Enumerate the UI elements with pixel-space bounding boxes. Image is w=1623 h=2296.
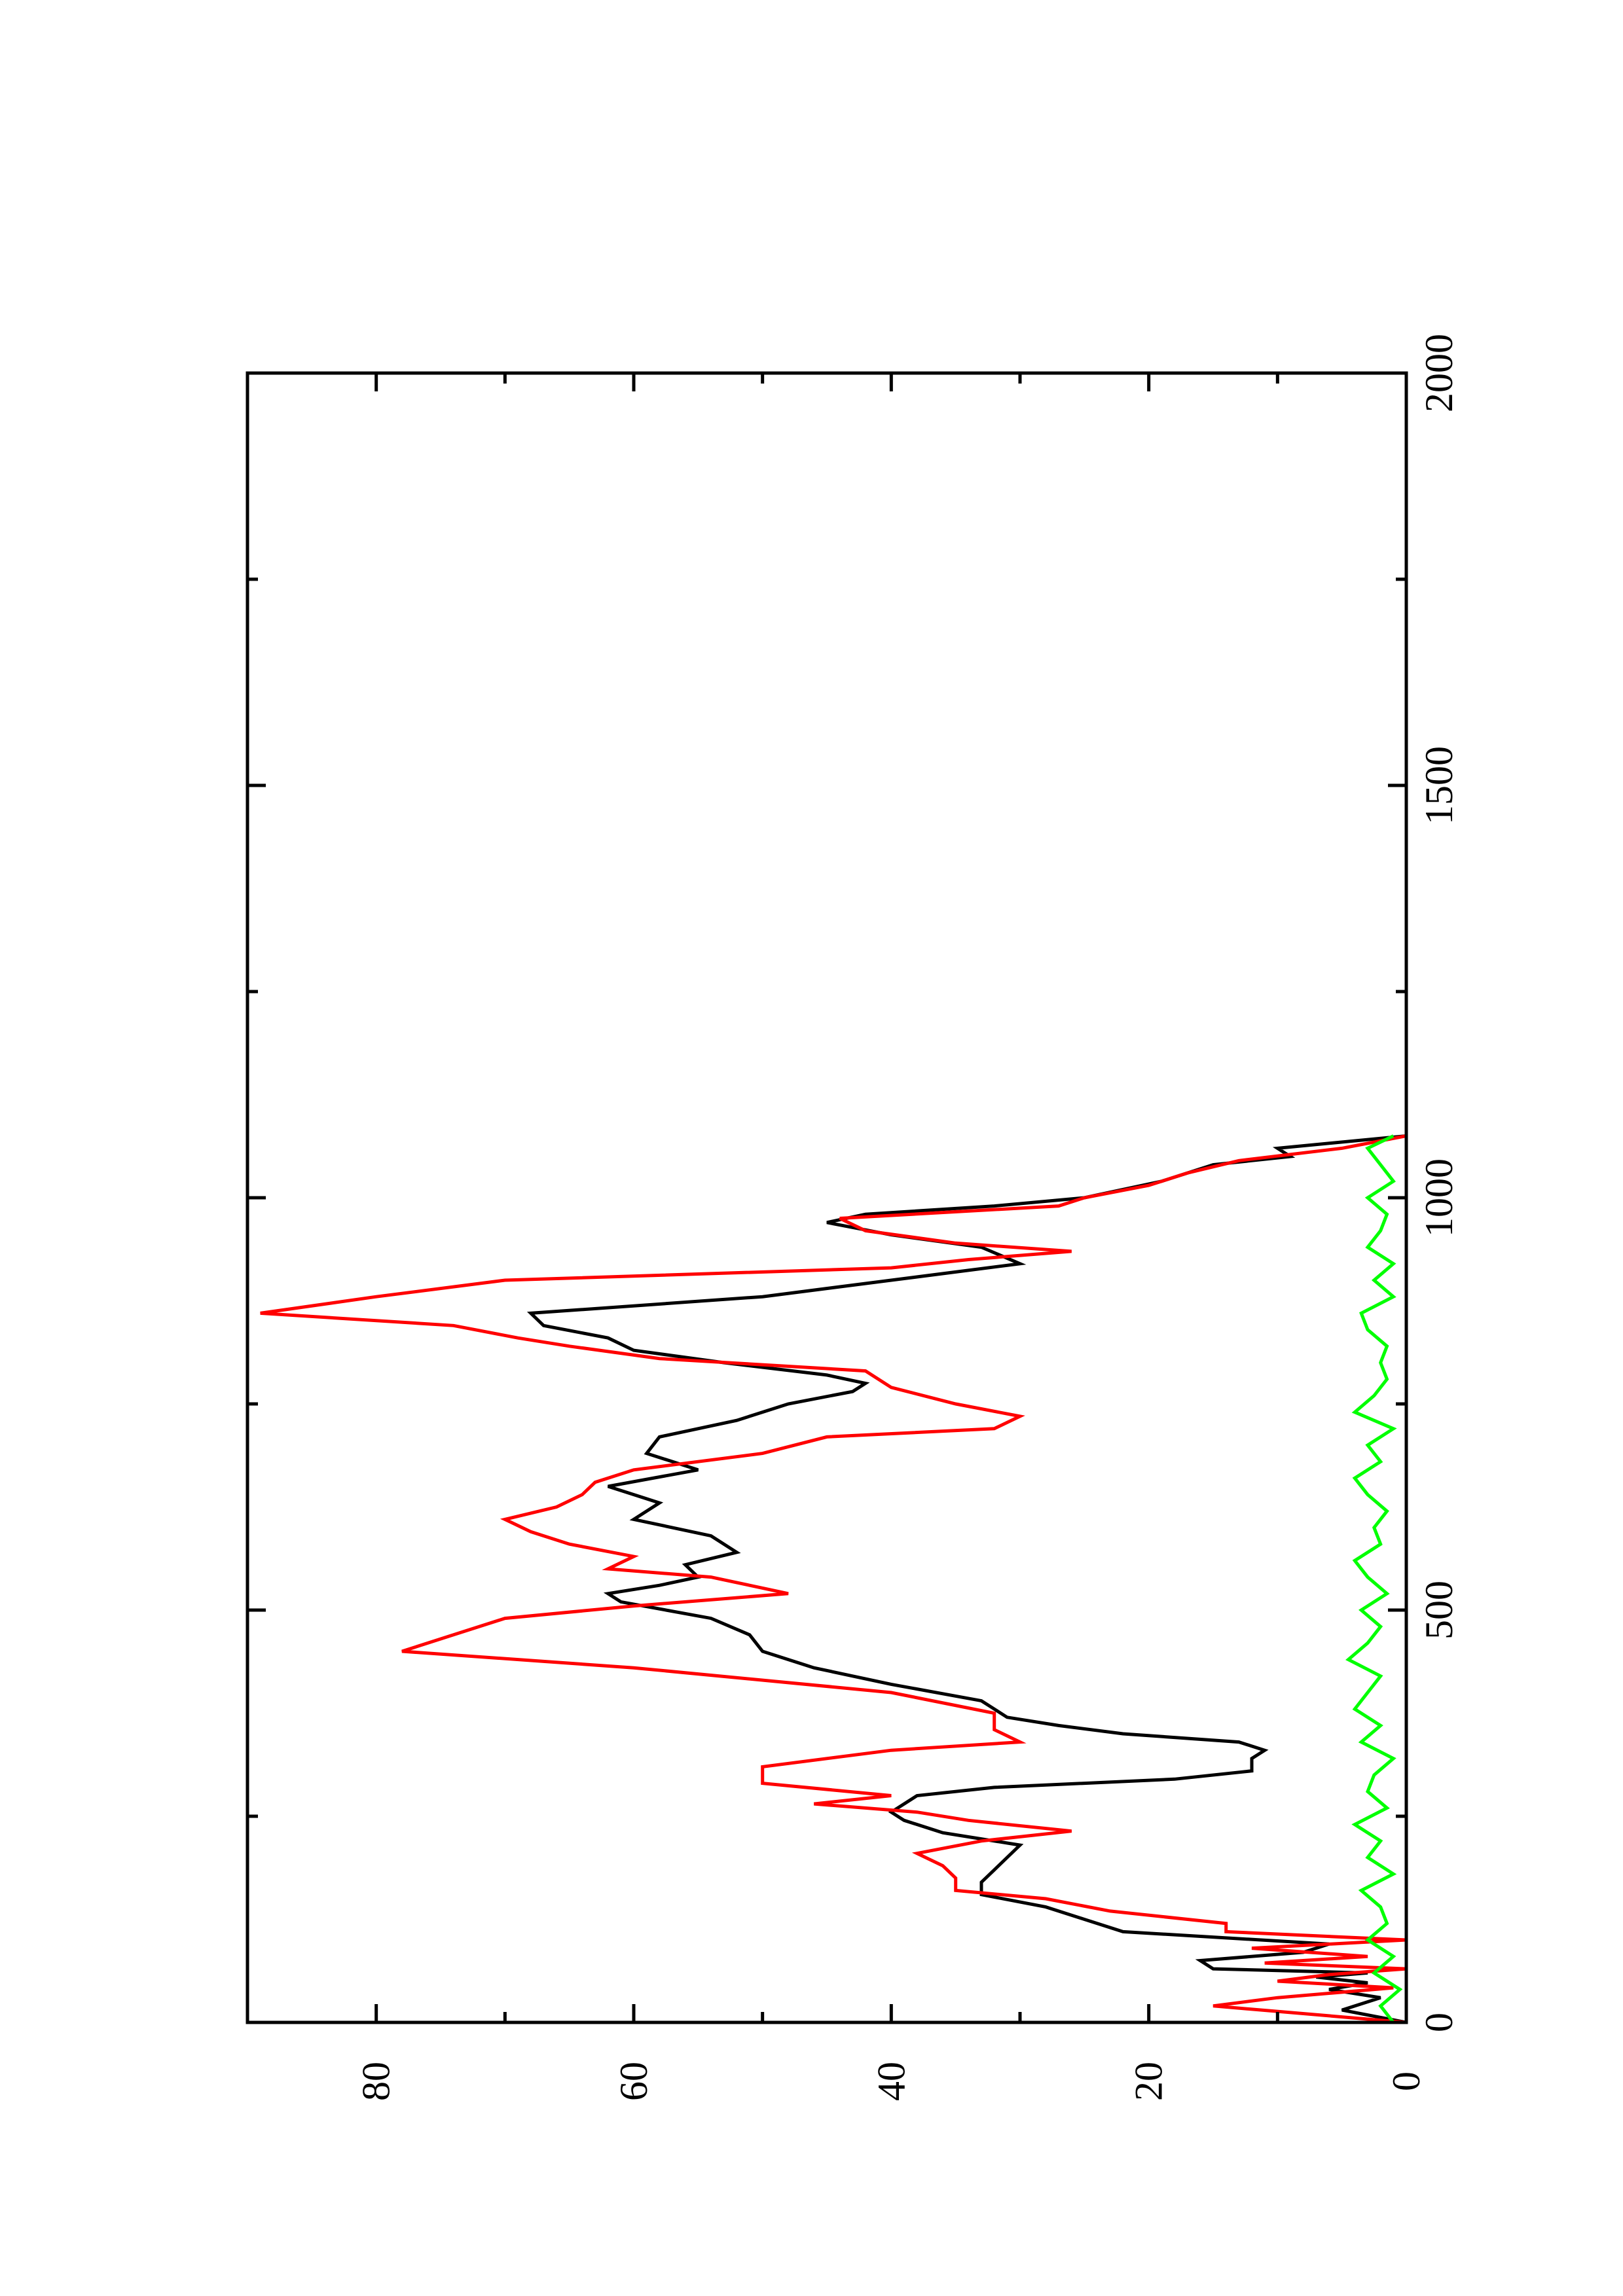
y-tick-label: 20 bbox=[1127, 2062, 1171, 2101]
tick-layer bbox=[247, 371, 1408, 2024]
label-layer: 0 500 1000 1500 2000 0 20 40 60 80 bbox=[355, 334, 1461, 2101]
plot-frame bbox=[246, 371, 1408, 2024]
series-line-2 bbox=[260, 1134, 1407, 2024]
x-tick-label: 2000 bbox=[1417, 334, 1461, 412]
series-line-1 bbox=[526, 1134, 1407, 2024]
x-tick-label: 1000 bbox=[1417, 1158, 1461, 1237]
y-tick-label: 60 bbox=[612, 2062, 655, 2101]
y-tick-label: 0 bbox=[1385, 2072, 1428, 2091]
y-tick-label: 40 bbox=[869, 2062, 913, 2101]
x-tick-label: 500 bbox=[1417, 1581, 1461, 1640]
x-tick-label: 0 bbox=[1417, 2013, 1461, 2032]
x-tick-label: 1500 bbox=[1417, 746, 1461, 825]
y-tick-label: 80 bbox=[355, 2062, 398, 2101]
series-line-3 bbox=[1345, 1134, 1403, 2024]
series-layer bbox=[260, 1134, 1407, 2024]
